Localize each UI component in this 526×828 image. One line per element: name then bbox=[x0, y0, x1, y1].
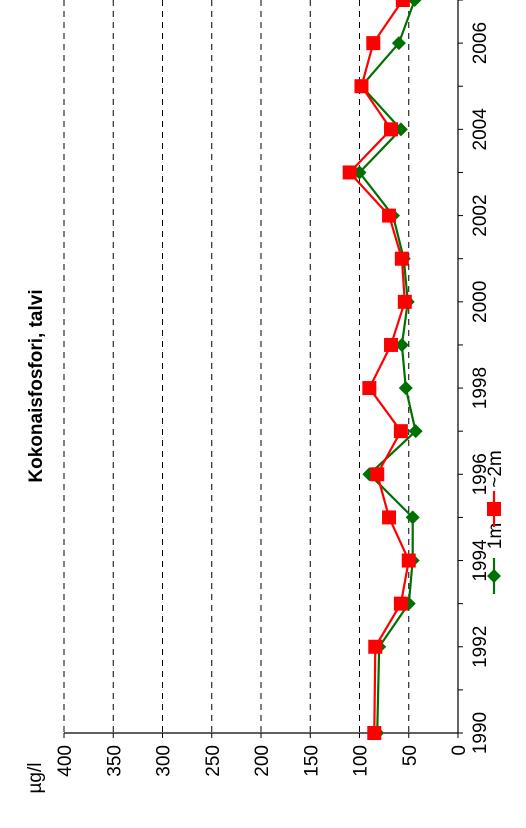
year-tick-label: 2002 bbox=[470, 194, 491, 236]
year-tick-label: 2000 bbox=[470, 281, 491, 323]
data-point-diamond bbox=[391, 36, 406, 51]
data-point-square bbox=[362, 381, 377, 396]
data-point-diamond bbox=[405, 510, 420, 525]
legend-marker-square bbox=[487, 502, 501, 516]
value-tick-label: 100 bbox=[351, 745, 372, 777]
data-point-square bbox=[384, 122, 399, 137]
legend-item: 1m bbox=[485, 523, 506, 594]
value-tick-label: 250 bbox=[203, 745, 224, 777]
legend-marker-diamond bbox=[487, 569, 501, 583]
series-1m bbox=[352, 0, 423, 740]
value-tick-label: 150 bbox=[301, 745, 322, 777]
data-point-square bbox=[382, 510, 397, 525]
legend-item: ~2m bbox=[485, 450, 506, 527]
data-point-square bbox=[342, 165, 357, 180]
series-line bbox=[358, 0, 417, 734]
data-point-square bbox=[393, 596, 408, 611]
value-tick-label: 0 bbox=[449, 745, 470, 756]
chart-title: Kokonaisfosfori, talvi bbox=[26, 289, 47, 482]
year-tick-label: 2006 bbox=[470, 22, 491, 64]
year-tick-label: 1994 bbox=[470, 539, 491, 582]
data-point-diamond bbox=[394, 337, 409, 352]
grid-lines bbox=[63, 0, 410, 733]
data-point-square bbox=[382, 208, 397, 223]
data-point-square bbox=[395, 0, 410, 7]
value-tick-label: 300 bbox=[154, 745, 175, 777]
series-layer bbox=[342, 0, 423, 740]
year-tick-label: 1998 bbox=[470, 367, 491, 409]
data-point-square bbox=[393, 424, 408, 439]
axes bbox=[63, 0, 463, 738]
y-axis-title: µg/l bbox=[25, 762, 46, 793]
data-point-square bbox=[397, 294, 412, 309]
series-line bbox=[348, 0, 410, 734]
data-point-square bbox=[370, 467, 385, 482]
data-point-square bbox=[401, 553, 416, 568]
legend-label: ~2m bbox=[485, 450, 506, 488]
data-point-diamond bbox=[407, 0, 422, 7]
value-tick-label: 200 bbox=[252, 745, 273, 777]
series-2m bbox=[342, 0, 416, 740]
year-tick-label: 1996 bbox=[470, 453, 491, 495]
value-tick-label: 50 bbox=[400, 745, 421, 766]
data-point-square bbox=[368, 639, 383, 654]
text-layer: 0 50 100 150 200 250 300 350 400 1990 1992 1994 1996… bbox=[25, 22, 506, 794]
data-point-square bbox=[366, 36, 381, 51]
data-point-square bbox=[354, 79, 369, 94]
legend-label: 1m bbox=[485, 523, 506, 549]
value-tick-label: 350 bbox=[104, 745, 125, 777]
data-point-square bbox=[394, 251, 409, 266]
year-tick-label: 2004 bbox=[470, 108, 491, 151]
year-tick-label: 1992 bbox=[470, 626, 491, 668]
data-point-diamond bbox=[398, 381, 413, 396]
year-tick-label: 1990 bbox=[470, 712, 491, 754]
value-tick-label: 400 bbox=[55, 745, 76, 777]
data-point-square bbox=[367, 726, 382, 740]
data-point-diamond bbox=[408, 424, 423, 439]
data-point-square bbox=[384, 337, 399, 352]
